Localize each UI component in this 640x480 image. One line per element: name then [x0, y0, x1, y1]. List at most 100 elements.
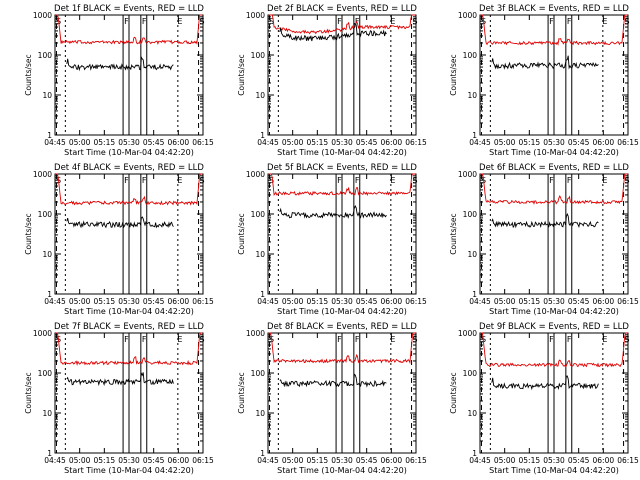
- marker-label-s: S: [625, 17, 630, 26]
- chart-title: Det 2f BLACK = Events, RED = LLD: [267, 4, 417, 14]
- x-tick-label: 05:00: [282, 456, 304, 465]
- x-tick-label: 04:45: [257, 138, 279, 147]
- marker-label-f: F: [355, 176, 360, 185]
- marker-label-f: F: [337, 335, 342, 344]
- x-tick-label: 05:45: [143, 138, 165, 147]
- marker-label-e: E: [602, 335, 607, 344]
- y-tick-label: 100: [38, 369, 53, 378]
- y-tick-label: 1: [472, 131, 477, 140]
- chart-title: Det 7f BLACK = Events, RED = LLD: [54, 322, 204, 332]
- y-tick-label: 1: [260, 449, 265, 458]
- x-tick-label: 06:15: [405, 456, 427, 465]
- marker-label-e: E: [602, 17, 607, 26]
- x-tick-label: 05:00: [494, 297, 516, 306]
- x-axis-label: Start Time (10-Mar-04 04:42:20): [277, 148, 407, 157]
- chart-panel-det-8: Det 8f BLACK = Events, RED = LLD 1 10 100 10…: [237, 322, 427, 475]
- chart-title: Det 9f BLACK = Events, RED = LLD: [479, 322, 629, 332]
- x-tick-label: 05:15: [307, 456, 329, 465]
- x-tick-label: 06:15: [617, 456, 639, 465]
- x-tick-label: 05:45: [568, 456, 590, 465]
- x-tick-label: 05:30: [118, 456, 140, 465]
- marker-label-f: F: [355, 335, 360, 344]
- marker-label-e: E: [390, 176, 395, 185]
- x-tick-label: 05:15: [519, 138, 541, 147]
- x-tick-label: 05:15: [94, 297, 116, 306]
- series-line-black-events: [66, 372, 174, 387]
- y-tick-label: 1: [472, 449, 477, 458]
- x-tick-label: 04:45: [469, 138, 491, 147]
- marker-label-e: E: [177, 176, 182, 185]
- chart-panel-det-1: Det 1f BLACK = Events, RED = LLD 1 10 100 10…: [24, 4, 214, 157]
- x-tick-label: 05:00: [494, 138, 516, 147]
- marker-label-s: S: [200, 335, 205, 344]
- marker-label-f: F: [355, 17, 360, 26]
- marker-label-f: F: [549, 17, 554, 26]
- y-tick-label: 1: [472, 290, 477, 299]
- chart-panel-det-5: Det 5f BLACK = Events, RED = LLD 1 10 100 10…: [237, 163, 427, 316]
- y-tick-label: 10: [255, 91, 265, 100]
- marker-label-s: S: [413, 335, 418, 344]
- y-tick-label: 100: [251, 369, 266, 378]
- series-line-black-events: [491, 55, 599, 70]
- y-axis-label: Counts/sec: [24, 213, 33, 254]
- x-tick-label: 05:45: [143, 456, 165, 465]
- series-line-black-events: [279, 204, 387, 219]
- marker-label-f: F: [337, 176, 342, 185]
- x-tick-label: 06:00: [381, 297, 403, 306]
- y-tick-label: 1: [47, 290, 52, 299]
- chart-panel-det-3: Det 3f BLACK = Events, RED = LLD 1 10 100 10…: [449, 4, 639, 157]
- x-axis-label: Start Time (10-Mar-04 04:42:20): [64, 148, 194, 157]
- x-tick-label: 06:15: [192, 138, 214, 147]
- y-tick-label: 100: [38, 51, 53, 60]
- x-tick-label: 05:00: [494, 456, 516, 465]
- y-tick-label: 100: [251, 51, 266, 60]
- x-tick-label: 06:00: [381, 138, 403, 147]
- y-tick-label: 1: [47, 449, 52, 458]
- marker-label-f: F: [124, 176, 129, 185]
- marker-label-f: F: [567, 335, 572, 344]
- x-tick-label: 05:45: [356, 297, 378, 306]
- series-line-black-events: [66, 55, 174, 72]
- chart-title: Det 5f BLACK = Events, RED = LLD: [267, 163, 417, 173]
- x-tick-label: 06:15: [617, 297, 639, 306]
- y-axis-label: Counts/sec: [237, 213, 246, 254]
- y-tick-label: 1000: [458, 329, 477, 338]
- y-tick-label: 10: [467, 409, 477, 418]
- marker-label-e: E: [177, 335, 182, 344]
- marker-label-f: F: [567, 17, 572, 26]
- marker-label-s: S: [200, 176, 205, 185]
- x-tick-label: 06:00: [168, 456, 190, 465]
- series-line-black-events: [66, 216, 174, 229]
- x-tick-label: 05:30: [331, 456, 353, 465]
- x-axis-label: Start Time (10-Mar-04 04:42:20): [489, 466, 619, 475]
- series-line-red-lld: [55, 332, 203, 367]
- x-tick-label: 04:45: [469, 456, 491, 465]
- marker-label-f: F: [549, 335, 554, 344]
- x-tick-label: 06:00: [593, 138, 615, 147]
- y-tick-label: 10: [42, 250, 52, 259]
- y-axis-label: Counts/sec: [237, 372, 246, 413]
- x-tick-label: 06:00: [593, 297, 615, 306]
- y-tick-label: 10: [467, 250, 477, 259]
- y-tick-label: 10: [42, 409, 52, 418]
- x-tick-label: 05:15: [519, 297, 541, 306]
- x-tick-label: 04:45: [469, 297, 491, 306]
- y-tick-label: 1000: [458, 170, 477, 179]
- chart-panel-det-2: Det 2f BLACK = Events, RED = LLD 1 10 100 10…: [237, 4, 427, 157]
- series-line-black-events: [491, 212, 599, 229]
- series-line-red-lld: [268, 173, 416, 197]
- x-tick-label: 05:30: [543, 456, 565, 465]
- y-axis-label: Counts/sec: [237, 54, 246, 95]
- x-axis-label: Start Time (10-Mar-04 04:42:20): [277, 466, 407, 475]
- chart-panel-det-9: Det 9f BLACK = Events, RED = LLD 1 10 100 10…: [449, 322, 639, 475]
- x-axis-label: Start Time (10-Mar-04 04:42:20): [64, 466, 194, 475]
- series-line-black-events: [279, 373, 387, 388]
- marker-label-f: F: [142, 17, 147, 26]
- y-axis-label: Counts/sec: [449, 372, 458, 413]
- chart-panel-det-7: Det 7f BLACK = Events, RED = LLD 1 10 100 10…: [24, 322, 214, 475]
- x-tick-label: 05:45: [568, 138, 590, 147]
- y-tick-label: 10: [467, 91, 477, 100]
- x-tick-label: 06:15: [192, 297, 214, 306]
- y-tick-label: 100: [463, 210, 478, 219]
- y-tick-label: 1000: [33, 329, 52, 338]
